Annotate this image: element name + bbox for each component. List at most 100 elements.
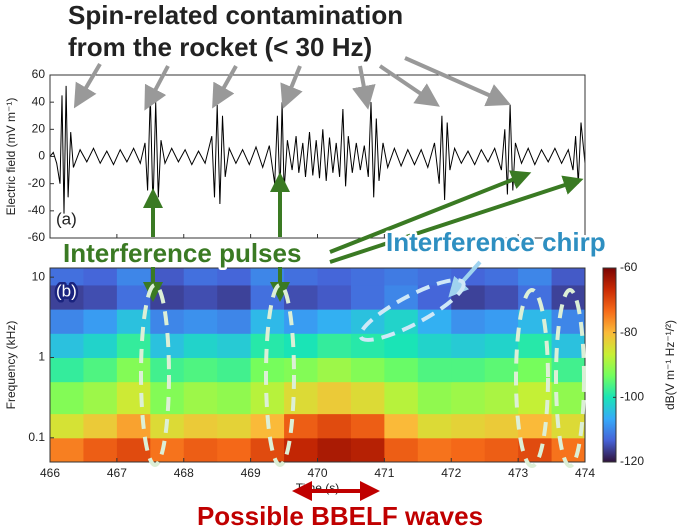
plot-frame	[49, 267, 586, 463]
heat-cell	[217, 333, 252, 358]
heat-cell	[317, 381, 352, 415]
heat-cell	[83, 413, 118, 439]
y-tick-label: 40	[32, 94, 46, 108]
panel-label: (a)	[56, 209, 77, 228]
heat-cell	[350, 413, 385, 439]
annotation: Interference pulses	[63, 238, 301, 268]
heat-cell	[451, 333, 486, 358]
heat-cell	[50, 357, 84, 383]
heat-cell	[284, 357, 318, 383]
heat-cell	[217, 381, 252, 415]
heat-cell	[484, 381, 519, 415]
heat-cell	[217, 268, 252, 286]
heat-cell	[83, 309, 118, 334]
heat-cell	[116, 268, 151, 286]
heat-cell	[384, 309, 419, 334]
x-tick-label: 467	[107, 466, 127, 480]
heat-cell	[116, 333, 151, 358]
heat-cell	[250, 268, 285, 286]
heat-cell	[183, 381, 218, 415]
heat-cell	[183, 413, 218, 439]
y-tick-label: 0.1	[28, 430, 45, 444]
heat-cell	[183, 309, 218, 334]
y-tick-label: 60	[32, 67, 46, 81]
x-tick-label: 469	[241, 466, 261, 480]
heat-cell	[484, 413, 519, 439]
heat-cell	[217, 357, 252, 383]
heat-cell	[317, 268, 352, 286]
heat-cell	[217, 413, 252, 439]
heat-cell	[384, 357, 419, 383]
heat-cell	[350, 284, 385, 310]
heat-cell	[518, 268, 553, 286]
heat-cell	[350, 381, 385, 415]
heat-cell	[484, 309, 519, 334]
heat-cell	[317, 357, 352, 383]
annotation: Possible BBELF waves	[197, 501, 483, 531]
ellipse	[264, 283, 296, 467]
heat-cell	[217, 437, 252, 463]
arrow	[280, 65, 303, 110]
heat-cell	[417, 381, 452, 415]
heat-cell	[350, 268, 385, 286]
heat-cell	[417, 413, 452, 439]
heat-cell	[384, 437, 419, 463]
heat-cell	[317, 413, 352, 439]
heat-cell	[116, 357, 151, 383]
heat-cell	[451, 413, 486, 439]
arrow	[448, 260, 482, 298]
heat-cell	[484, 357, 519, 383]
annotation: Interference chirp	[386, 227, 606, 257]
heat-cell	[384, 413, 419, 439]
heat-cell	[317, 333, 352, 358]
arrow	[212, 65, 238, 109]
heat-cell	[116, 381, 151, 415]
title: Spin-related contamination	[68, 0, 403, 30]
y-tick-label: -60	[28, 230, 46, 244]
ellipse	[514, 288, 550, 468]
annotation-shapes	[73, 56, 586, 501]
heat-cell	[116, 413, 151, 439]
y-tick-label: 10	[32, 269, 46, 283]
arrow	[144, 65, 170, 111]
colorbar-tick-label: -100	[620, 390, 644, 404]
arrow	[351, 65, 376, 110]
y-tick-label: -20	[28, 176, 46, 190]
heat-cell	[183, 333, 218, 358]
heat-cell	[284, 284, 318, 310]
heat-cell	[183, 357, 218, 383]
heat-cell	[50, 309, 84, 334]
heat-cell	[384, 268, 419, 286]
ellipse	[554, 288, 586, 468]
heat-cell	[451, 381, 486, 415]
heat-cell	[350, 333, 385, 358]
heat-cell	[484, 333, 519, 358]
heat-cell	[83, 268, 118, 286]
colorbar-tick-label: -80	[620, 325, 638, 339]
heat-cell	[384, 284, 419, 310]
heat-cell	[50, 381, 84, 415]
heat-cell	[83, 437, 118, 463]
heat-cell	[551, 268, 586, 286]
plots: -60 -40 -20 0 20 40 60 Electric field (mV m⁻¹) (…	[4, 67, 677, 495]
colorbar-tick-label: -120	[620, 454, 644, 468]
heat-cell	[417, 437, 452, 463]
heat-cell	[217, 284, 252, 310]
panel-label: (b)	[56, 281, 77, 300]
colorbar	[602, 267, 617, 463]
heat-cell	[284, 381, 318, 415]
heat-cell	[150, 268, 185, 286]
heat-cell	[83, 284, 118, 310]
heat-cell	[451, 309, 486, 334]
y-tick-label: 0	[38, 149, 45, 163]
title: from the rocket (< 30 Hz)	[68, 32, 372, 62]
arrow	[329, 170, 532, 254]
heat-cell	[284, 413, 318, 439]
heat-cell	[50, 413, 84, 439]
heat-cell	[350, 437, 385, 463]
x-tick-label: 470	[307, 466, 327, 480]
arrow	[329, 175, 584, 264]
x-tick-label: 468	[174, 466, 194, 480]
heat-cell	[284, 268, 318, 286]
heat-cell	[551, 437, 586, 463]
